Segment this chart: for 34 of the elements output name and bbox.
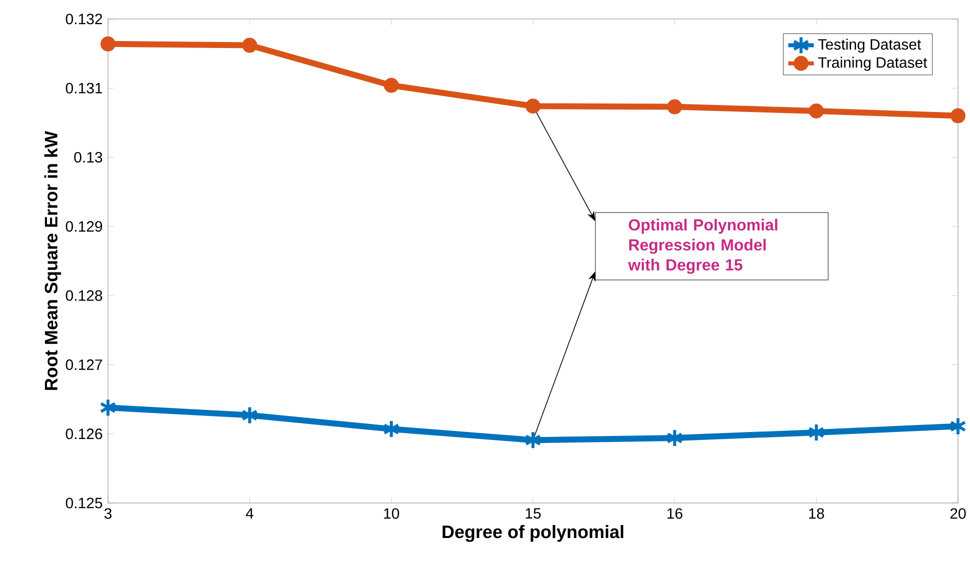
point: [100, 398, 116, 418]
point: [100, 36, 116, 52]
legend-label: Testing Dataset: [818, 38, 922, 53]
x-tick-label: 3: [104, 508, 112, 519]
y-tick-label: 0.13: [74, 152, 102, 163]
point: [526, 98, 540, 114]
y-tick-label: 0.125: [66, 498, 102, 508]
point: [384, 78, 399, 93]
point: [808, 103, 824, 118]
y-tick-label: 0.129: [66, 221, 102, 232]
point: [242, 38, 258, 53]
point: [808, 422, 825, 442]
y-tick-label: 0.131: [66, 82, 102, 94]
y-tick-label: 0.127: [66, 359, 102, 370]
y-axis-title: Root Mean Square Error in kW: [44, 131, 62, 390]
x-tick-label: 20: [950, 508, 966, 519]
x-tick-label: 4: [246, 508, 254, 519]
y-tick-label: 0.128: [66, 290, 102, 301]
x-tick-label: 15: [526, 508, 541, 519]
x-axis-title: Degree of polynomial: [442, 525, 624, 542]
y-tick-label: 0.126: [66, 428, 102, 440]
point: [950, 108, 966, 124]
point: [241, 406, 258, 425]
point: [667, 99, 682, 114]
annotation: Optimal Polynomial Regression Model with Degree 15: [628, 218, 778, 274]
x-tick-label: 10: [384, 508, 400, 519]
legend-label: Training Dataset: [818, 56, 928, 71]
y-tick-label: 0.132: [66, 14, 102, 24]
point: [950, 416, 966, 436]
x-tick-label: 16: [667, 508, 682, 519]
point: [524, 430, 542, 450]
point: [382, 420, 400, 439]
x-tick-label: 18: [809, 508, 824, 519]
point: [666, 428, 684, 448]
